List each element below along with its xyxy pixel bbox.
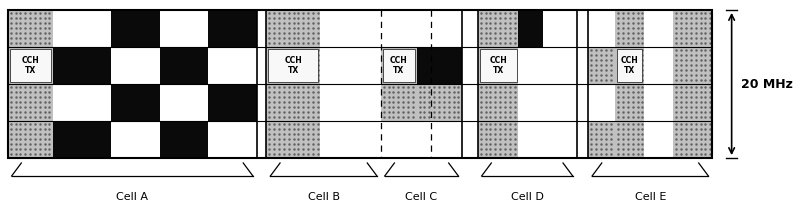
Bar [588,121,615,158]
Text: CCH
TX: CCH TX [390,56,408,75]
Bar [208,84,257,121]
Bar [160,84,208,121]
Bar [518,121,542,158]
Bar [518,47,542,84]
Bar [674,10,712,47]
Bar [54,47,111,84]
Bar [417,84,462,121]
Bar [588,10,615,47]
Bar [542,121,577,158]
Bar [381,10,417,47]
Bar [674,47,712,84]
Bar [266,121,320,158]
Bar [618,49,642,82]
Bar [615,10,645,47]
Text: Cell D: Cell D [510,192,544,202]
Bar [480,49,517,82]
Bar [269,49,318,82]
Bar [518,10,542,47]
Bar [382,49,414,82]
Bar [542,84,577,121]
Bar [542,47,577,84]
Bar [8,121,54,158]
Text: Cell A: Cell A [116,192,148,202]
Bar [674,121,712,158]
Bar [518,84,542,121]
Bar [615,47,645,84]
Text: 20 MHz: 20 MHz [742,78,794,90]
Bar [208,121,257,158]
Text: CCH
TX: CCH TX [22,56,39,75]
Bar [160,10,208,47]
Text: CCH
TX: CCH TX [490,56,507,75]
Text: Cell E: Cell E [634,192,666,202]
Bar [208,47,257,84]
Bar [320,10,381,47]
Bar [320,121,381,158]
Bar [266,84,320,121]
Bar [266,47,320,84]
Bar [645,121,674,158]
Bar [111,84,160,121]
Bar [111,47,160,84]
Bar [54,121,111,158]
Bar [381,84,417,121]
Bar [8,10,54,47]
Bar [381,47,417,84]
Bar [645,47,674,84]
Bar [8,10,712,158]
Bar [417,121,462,158]
Bar [417,47,462,84]
Text: Cell B: Cell B [308,192,340,202]
Bar [54,84,111,121]
Bar [320,47,381,84]
Bar [111,121,160,158]
Bar [8,84,54,121]
Text: CCH
TX: CCH TX [284,56,302,75]
Bar [160,121,208,158]
Text: Cell C: Cell C [406,192,438,202]
Bar [478,121,518,158]
Bar [615,121,645,158]
Bar [478,10,518,47]
Bar [111,10,160,47]
Bar [8,10,712,158]
Bar [645,10,674,47]
Bar [674,84,712,121]
Bar [10,49,51,82]
Text: CCH
TX: CCH TX [621,56,638,75]
Bar [8,47,54,84]
Bar [417,10,462,47]
Bar [615,84,645,121]
Bar [320,84,381,121]
Bar [54,10,111,47]
Bar [588,47,615,84]
Bar [478,47,518,84]
Bar [266,10,320,47]
Bar [478,84,518,121]
Bar [208,10,257,47]
Bar [588,84,615,121]
Bar [160,47,208,84]
Bar [381,121,417,158]
Bar [542,10,577,47]
Bar [645,84,674,121]
